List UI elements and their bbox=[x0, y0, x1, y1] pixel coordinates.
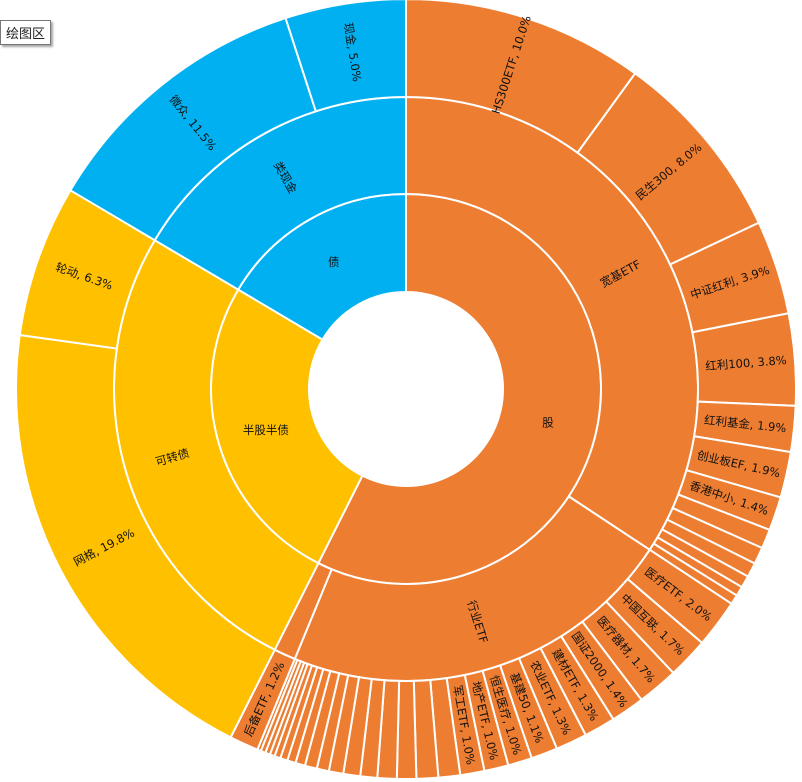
data-label: 半股半债 bbox=[243, 423, 289, 437]
data-label: 股 bbox=[542, 416, 554, 430]
plot-area-tooltip: 绘图区 bbox=[0, 20, 52, 45]
data-label: 红利100, 3.8% bbox=[705, 353, 787, 373]
sunburst-segment-现金[interactable] bbox=[284, 0, 407, 113]
data-label: 债 bbox=[328, 255, 340, 269]
